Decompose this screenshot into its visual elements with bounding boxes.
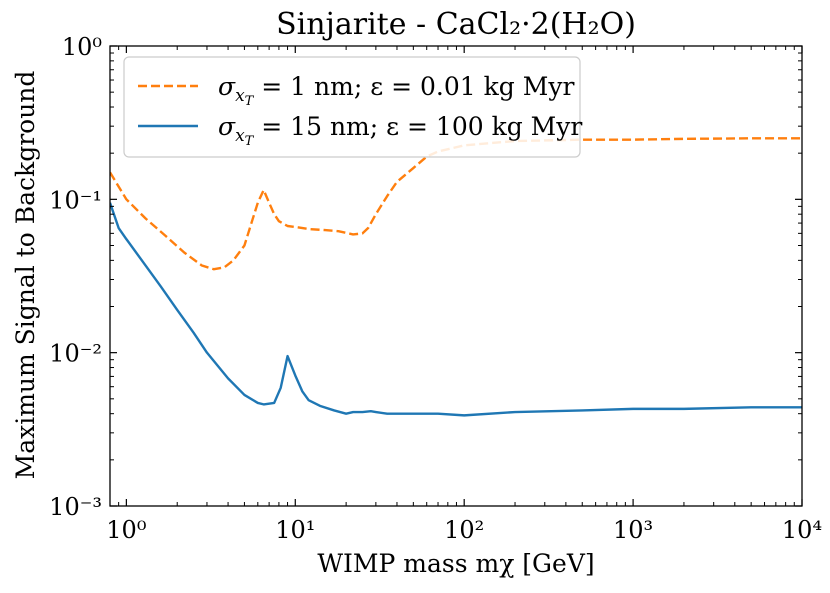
x-axis-label: WIMP mass mχ [GeV] bbox=[317, 549, 594, 578]
y-tick-label: 10⁻² bbox=[49, 340, 102, 368]
x-tick-label: 10⁰ bbox=[106, 516, 146, 544]
series-line-1 bbox=[110, 137, 802, 271]
axis-ticks: 10⁰ 10¹ 10² 10³ 10⁴ 10⁻³ 10⁻² 10⁻¹ 10⁰ bbox=[49, 33, 822, 544]
legend-label-1: σxT = 1 nm; ε = 0.01 kg Myr bbox=[218, 72, 574, 109]
y-axis-label: Maximum Signal to Background bbox=[11, 71, 40, 480]
x-tick-label: 10² bbox=[444, 516, 484, 544]
y-tick-label: 10⁰ bbox=[62, 33, 102, 61]
chart-title: Sinjarite - CaCl₂·2(H₂O) bbox=[276, 7, 636, 42]
x-tick-label: 10⁴ bbox=[782, 516, 822, 544]
plot-area bbox=[110, 137, 802, 417]
y-tick-label: 10⁻³ bbox=[49, 493, 102, 521]
legend-box bbox=[123, 56, 581, 158]
series-line-2 bbox=[110, 202, 802, 417]
x-tick-label: 10¹ bbox=[275, 516, 315, 544]
y-tick-label: 10⁻¹ bbox=[49, 186, 102, 214]
legend-label-2: σxT = 15 nm; ε = 100 kg Myr bbox=[218, 112, 582, 149]
x-tick-label: 10³ bbox=[613, 516, 653, 544]
